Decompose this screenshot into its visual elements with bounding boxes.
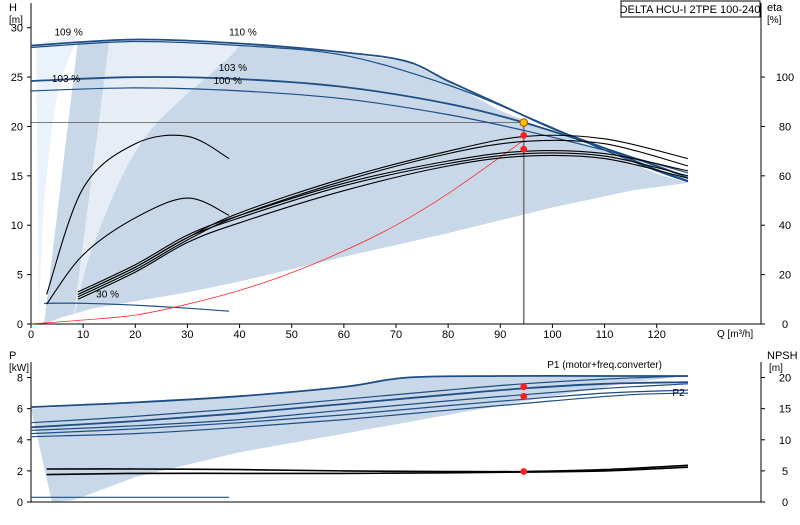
series-line-7 — [46, 464, 689, 473]
curve-label: 103 % — [52, 74, 80, 85]
y2-tick-label: 60 — [779, 171, 791, 183]
series-line-9 — [77, 139, 689, 298]
series-line-1 — [30, 375, 689, 424]
y2-tick-label: 0 — [782, 497, 788, 509]
series-line-7 — [46, 197, 230, 305]
operating-range-band — [31, 376, 688, 502]
x-tick-label: 80 — [442, 329, 454, 341]
series-line-12 — [77, 154, 689, 300]
power-npsh-panel: 0 2 4 6 8 0 5 10 15 20 P1 (motor+freq.converter) P2 — [17, 360, 791, 509]
y-tick-label: 15 — [11, 171, 23, 183]
series-line-30- — [43, 302, 230, 312]
x-tick-label: 60 — [338, 329, 350, 341]
top-y2-label: eta — [767, 2, 783, 14]
curve-label: P1 (motor+freq.converter) — [547, 360, 662, 371]
series-line-2 — [30, 381, 689, 429]
duty-point-marker — [519, 118, 529, 127]
x-tick-label: 110 — [596, 329, 614, 341]
duty-point-marker — [520, 145, 528, 153]
top-y2-unit: [%] — [767, 15, 782, 26]
series-line-11 — [77, 152, 689, 295]
y-tick-label: 2 — [17, 466, 23, 478]
x-tick-label: 30 — [181, 329, 193, 341]
y-tick-label: 8 — [17, 373, 23, 385]
duty-point-marker — [520, 131, 528, 139]
curve-label: 30 % — [96, 289, 119, 300]
operating-range-band — [44, 40, 688, 324]
top-y-unit: [m] — [9, 15, 23, 26]
series-line-100- — [30, 87, 689, 174]
duty-point-marker — [520, 392, 528, 400]
curve-label: 109 % — [54, 28, 82, 39]
y2-tick-label: 20 — [779, 373, 791, 385]
duty-point-marker — [520, 383, 528, 391]
y-tick-label: 10 — [11, 220, 23, 232]
series-line-10 — [77, 149, 689, 293]
y-tick-label: 4 — [17, 435, 23, 447]
y2-tick-label: 40 — [779, 220, 791, 232]
y2-tick-label: 80 — [779, 121, 791, 133]
x-tick-label: 100 — [543, 329, 561, 341]
y2-tick-label: 100 — [776, 72, 794, 84]
x-tick-label: 90 — [494, 329, 506, 341]
duty-point-marker — [520, 468, 528, 475]
guide-band-left — [36, 35, 76, 324]
bottom-y-unit: [kW] — [9, 363, 29, 374]
y-tick-label: 0 — [17, 319, 23, 331]
x-tick-label: 0 — [28, 329, 34, 341]
series-line-6 — [46, 134, 230, 295]
x-axis-label: Q [m³/h] — [717, 329, 753, 340]
x-tick-label: 120 — [648, 329, 666, 341]
x-tick-label: 10 — [77, 329, 89, 341]
chart-title: DELTA HCU-I 2TPE 100-240 — [620, 4, 761, 16]
top-y-label: H — [9, 2, 17, 14]
title-box: DELTA HCU-I 2TPE 100-240 — [620, 0, 761, 18]
series-line-110- — [30, 40, 689, 183]
y2-tick-label: 0 — [782, 319, 788, 331]
x-tick-label: 50 — [286, 329, 298, 341]
series-line-p1-motor-freq-converter- — [30, 374, 688, 408]
bottom-y-label: P — [9, 350, 16, 362]
head-efficiency-panel: 0 5 10 15 20 25 30 0 20 40 60 80 100 0 10 20 30 40 50 60 70 8… — [11, 3, 794, 341]
series-line-5 — [30, 139, 525, 325]
x-tick-label: 70 — [390, 329, 402, 341]
bottom-y2-label: NPSH — [767, 350, 798, 362]
y2-tick-label: 15 — [779, 404, 791, 416]
series-line-8 — [46, 466, 689, 476]
bottom-y2-unit: [m] — [769, 363, 783, 374]
curve-label: 100 % — [214, 76, 242, 87]
series-line-p2 — [30, 389, 689, 435]
y2-tick-label: 20 — [779, 270, 791, 282]
y-tick-label: 25 — [11, 72, 23, 84]
curve-label: 103 % — [219, 63, 247, 74]
curve-label: P2 — [672, 388, 685, 399]
series-line-3 — [30, 383, 689, 431]
y-tick-label: 0 — [17, 497, 23, 509]
curve-label: 110 % — [229, 28, 257, 39]
y-tick-label: 20 — [11, 121, 23, 133]
series-line-5 — [30, 392, 689, 438]
title-frame — [620, 0, 761, 18]
x-tick-label: 20 — [129, 329, 141, 341]
x-tick-label: 40 — [233, 329, 245, 341]
y-tick-label: 6 — [17, 404, 23, 416]
guide-band-right — [72, 36, 241, 324]
y-tick-label: 30 — [11, 23, 23, 35]
y2-tick-label: 10 — [779, 435, 791, 447]
y2-tick-label: 5 — [782, 466, 788, 478]
y-tick-label: 5 — [17, 270, 23, 282]
